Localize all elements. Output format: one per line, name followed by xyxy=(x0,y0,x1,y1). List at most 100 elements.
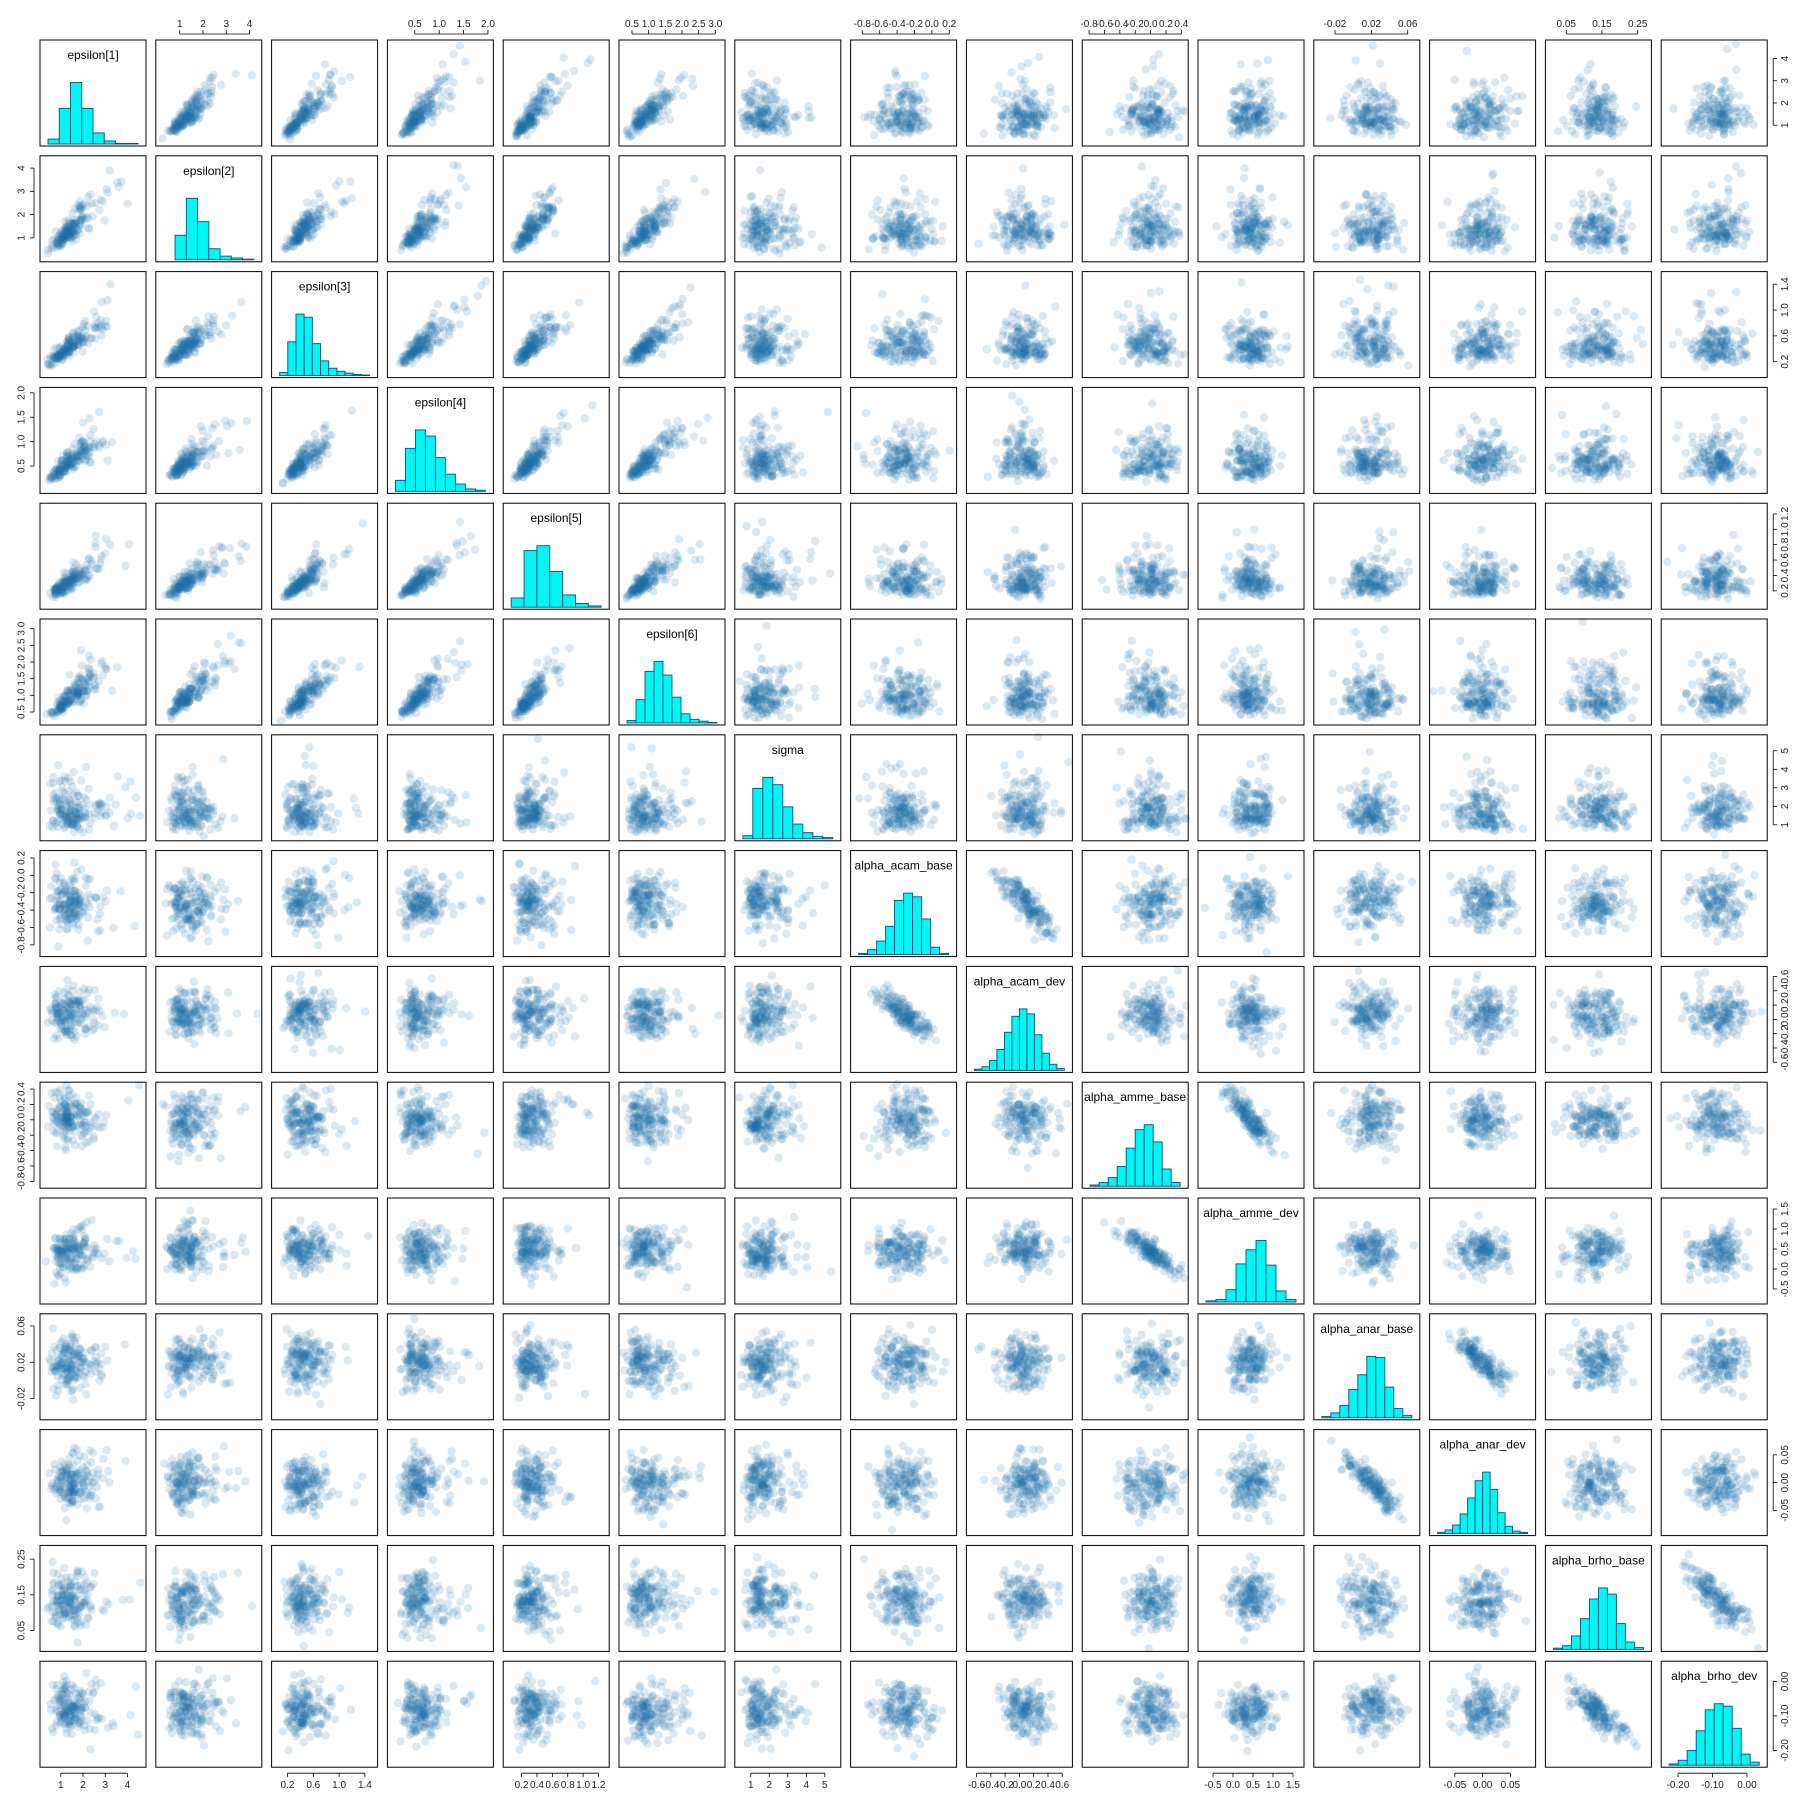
point-0-5-122 xyxy=(688,74,697,84)
point-1-6-129 xyxy=(817,243,826,252)
point-1-13-60 xyxy=(1586,190,1596,199)
point-1-13-95 xyxy=(1607,204,1616,213)
point-0-11-115 xyxy=(1369,130,1378,139)
point-0-8-135 xyxy=(1013,88,1022,98)
panel-frame-0-1 xyxy=(155,39,263,147)
point-0-9-65 xyxy=(1157,76,1166,86)
panel-1-5 xyxy=(618,155,726,263)
point-0-5-134 xyxy=(674,75,683,85)
point-1-8-87 xyxy=(974,239,983,248)
point-1-14-119 xyxy=(1742,232,1751,241)
point-1-8-160 xyxy=(1016,223,1025,232)
point-1-11-150 xyxy=(1386,225,1396,235)
point-1-8-122 xyxy=(988,231,997,240)
point-1-7-110 xyxy=(869,233,878,242)
point-0-11-112 xyxy=(1352,128,1362,137)
point-1-2-167 xyxy=(309,224,318,233)
point-1-6-168 xyxy=(768,214,777,223)
point-0-3-7 xyxy=(449,49,459,59)
point-0-1-45 xyxy=(182,99,191,109)
hist-bar-0-4 xyxy=(92,132,105,145)
point-0-11-163 xyxy=(1379,88,1389,98)
point-1-6-166 xyxy=(782,243,792,252)
point-1-0-157 xyxy=(71,223,81,232)
point-1-2-142 xyxy=(331,181,341,190)
point-1-7-83 xyxy=(920,194,930,204)
point-0-6-135 xyxy=(758,80,767,89)
point-0-13-163 xyxy=(1602,107,1611,117)
point-1-11-120 xyxy=(1372,245,1381,254)
point-0-8-99 xyxy=(1034,52,1044,62)
hist-bar-0-3 xyxy=(81,107,94,145)
point-0-8-165 xyxy=(1021,119,1031,129)
point-1-11-160 xyxy=(1393,236,1402,245)
point-0-12-156 xyxy=(1485,114,1494,123)
point-0-1-3 xyxy=(186,113,196,123)
point-0-1-60 xyxy=(186,108,195,117)
point-0-1-152 xyxy=(179,120,188,130)
point-0-1-143 xyxy=(193,102,202,111)
point-0-13-110 xyxy=(1583,66,1592,75)
point-0-2-9 xyxy=(286,135,295,144)
point-0-1-164 xyxy=(178,122,187,131)
hist-bar-1-2 xyxy=(185,197,199,261)
panel-1-12 xyxy=(1429,155,1537,263)
point-0-13-131 xyxy=(1576,73,1585,82)
point-0-1-113 xyxy=(175,121,184,130)
point-0-13-168 xyxy=(1606,128,1615,138)
point-0-4-168 xyxy=(532,104,541,114)
point-0-7-151 xyxy=(870,110,879,120)
hist-bar-0-1 xyxy=(58,107,71,145)
point-0-12-158 xyxy=(1497,115,1507,124)
point-0-1-65 xyxy=(175,110,184,120)
point-0-12-29 xyxy=(1450,75,1459,85)
point-0-12-108 xyxy=(1510,119,1520,128)
point-0-1-138 xyxy=(187,98,197,108)
point-1-10-148 xyxy=(1242,236,1251,245)
point-1-13-147 xyxy=(1604,193,1614,202)
point-1-7-144 xyxy=(914,222,923,231)
point-0-1-38 xyxy=(176,123,185,132)
point-0-1-83 xyxy=(185,111,194,121)
point-1-3-152 xyxy=(412,240,422,249)
point-0-2-16 xyxy=(309,100,318,109)
point-0-1-30 xyxy=(201,85,210,94)
point-0-6-134 xyxy=(784,128,793,137)
point-1-12-113 xyxy=(1466,246,1475,255)
point-0-7-133 xyxy=(876,124,885,133)
point-0-1-22 xyxy=(190,110,200,119)
point-0-12-166 xyxy=(1457,125,1466,135)
point-1-3-87 xyxy=(461,183,471,192)
point-0-9-163 xyxy=(1136,112,1146,121)
point-1-7-126 xyxy=(867,210,877,219)
point-1-12-72 xyxy=(1500,247,1510,256)
point-0-12-49 xyxy=(1514,106,1524,115)
point-1-11-158 xyxy=(1361,190,1371,199)
point-0-1-149 xyxy=(192,113,201,122)
point-1-12-135 xyxy=(1445,230,1455,239)
point-1-9-151 xyxy=(1151,175,1160,185)
point-1-8-150 xyxy=(998,220,1008,229)
point-0-13-137 xyxy=(1602,92,1611,101)
point-1-9-149 xyxy=(1132,243,1141,252)
point-1-11-142 xyxy=(1346,220,1355,229)
point-1-11-163 xyxy=(1373,235,1383,244)
point-0-1-81 xyxy=(203,101,212,111)
point-1-6-150 xyxy=(739,220,748,229)
point-0-10-162 xyxy=(1264,124,1273,133)
point-0-1-72 xyxy=(205,99,215,109)
point-1-10-27 xyxy=(1268,193,1277,202)
point-0-2-2 xyxy=(290,119,299,129)
point-0-9-168 xyxy=(1146,113,1156,123)
point-0-1-64 xyxy=(187,104,196,113)
point-0-14-107 xyxy=(1704,131,1714,140)
point-0-6-162 xyxy=(747,69,756,78)
point-0-1-61 xyxy=(187,118,196,127)
point-1-4-163 xyxy=(543,214,552,223)
point-1-10-165 xyxy=(1238,200,1248,210)
point-0-1-140 xyxy=(179,121,188,130)
point-0-14-146 xyxy=(1744,112,1754,121)
point-2-0-104 xyxy=(106,280,115,289)
point-0-1-49 xyxy=(171,121,180,130)
point-0-2-158 xyxy=(306,91,316,100)
